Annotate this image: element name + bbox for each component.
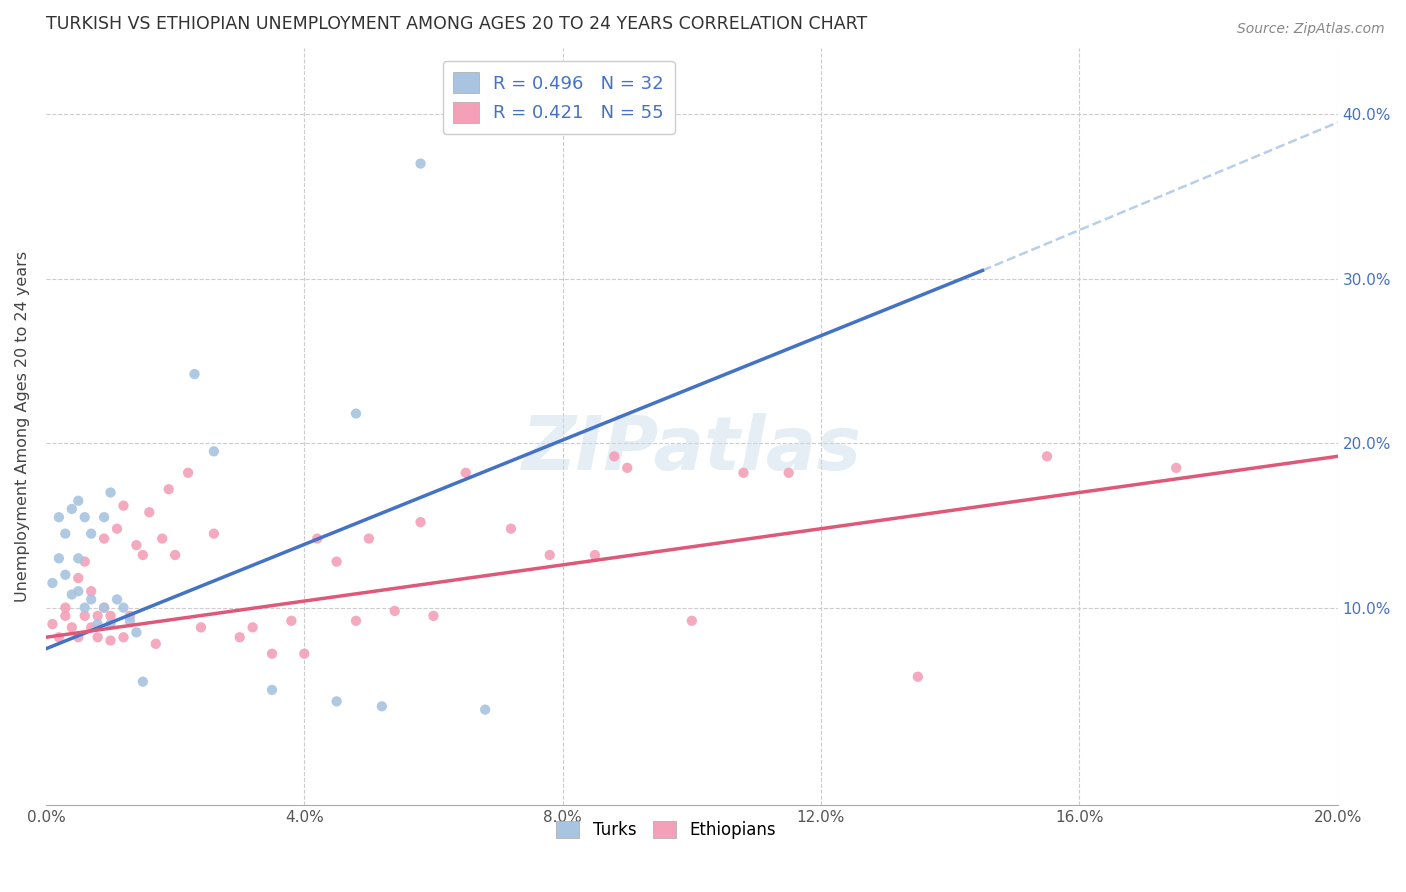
Point <box>86 617 108 632</box>
Point <box>93 600 115 615</box>
Point <box>73 555 96 569</box>
Text: Source: ZipAtlas.com: Source: ZipAtlas.com <box>1237 22 1385 37</box>
Legend: Turks, Ethiopians: Turks, Ethiopians <box>550 814 783 846</box>
Point <box>733 466 755 480</box>
Point <box>53 608 76 623</box>
Point <box>118 614 141 628</box>
Point <box>603 450 626 464</box>
Point <box>73 510 96 524</box>
Point <box>105 592 128 607</box>
Point <box>384 604 406 618</box>
Point <box>86 608 108 623</box>
Point <box>67 551 90 566</box>
Point <box>132 548 155 562</box>
Point <box>53 526 76 541</box>
Point <box>100 608 122 623</box>
Point <box>242 620 264 634</box>
Point <box>80 526 103 541</box>
Point <box>86 630 108 644</box>
Point <box>371 699 394 714</box>
Text: TURKISH VS ETHIOPIAN UNEMPLOYMENT AMONG AGES 20 TO 24 YEARS CORRELATION CHART: TURKISH VS ETHIOPIAN UNEMPLOYMENT AMONG … <box>46 15 868 33</box>
Point <box>150 532 173 546</box>
Point <box>357 532 380 546</box>
Point <box>454 466 477 480</box>
Point <box>67 584 90 599</box>
Point <box>165 548 187 562</box>
Point <box>190 620 212 634</box>
Point <box>48 630 70 644</box>
Point <box>583 548 606 562</box>
Point <box>1036 450 1059 464</box>
Point <box>80 584 103 599</box>
Point <box>105 522 128 536</box>
Point <box>53 600 76 615</box>
Point <box>100 633 122 648</box>
Point <box>183 367 205 381</box>
Point <box>67 571 90 585</box>
Point <box>132 674 155 689</box>
Point <box>60 502 83 516</box>
Point <box>325 555 347 569</box>
Point <box>538 548 561 562</box>
Point <box>73 608 96 623</box>
Point <box>228 630 250 644</box>
Point <box>260 647 283 661</box>
Point <box>1166 460 1188 475</box>
Point <box>778 466 800 480</box>
Point <box>100 617 122 632</box>
Point <box>48 510 70 524</box>
Point <box>202 444 225 458</box>
Text: ZIPatlas: ZIPatlas <box>522 413 862 486</box>
Point <box>100 485 122 500</box>
Point <box>307 532 329 546</box>
Point <box>73 600 96 615</box>
Point <box>145 637 167 651</box>
Point <box>112 630 135 644</box>
Point <box>409 156 432 170</box>
Point <box>907 670 929 684</box>
Point <box>60 587 83 601</box>
Point <box>67 630 90 644</box>
Point <box>41 617 63 632</box>
Point <box>325 694 347 708</box>
Point <box>112 499 135 513</box>
Point <box>41 576 63 591</box>
Point <box>125 538 148 552</box>
Point <box>138 505 160 519</box>
Point <box>67 493 90 508</box>
Point <box>292 647 315 661</box>
Point <box>93 510 115 524</box>
Point <box>474 703 496 717</box>
Point <box>125 625 148 640</box>
Point <box>422 608 444 623</box>
Point <box>53 567 76 582</box>
Point <box>344 407 367 421</box>
Point <box>93 600 115 615</box>
Point <box>157 482 180 496</box>
Point <box>344 614 367 628</box>
Point <box>80 592 103 607</box>
Point <box>616 460 638 475</box>
Point <box>93 532 115 546</box>
Point <box>118 608 141 623</box>
Point <box>80 620 103 634</box>
Point <box>202 526 225 541</box>
Point <box>112 600 135 615</box>
Point <box>60 620 83 634</box>
Point <box>260 682 283 697</box>
Point <box>177 466 200 480</box>
Y-axis label: Unemployment Among Ages 20 to 24 years: Unemployment Among Ages 20 to 24 years <box>15 252 30 602</box>
Point <box>280 614 302 628</box>
Point <box>499 522 522 536</box>
Point <box>48 551 70 566</box>
Point <box>409 515 432 529</box>
Point <box>681 614 703 628</box>
